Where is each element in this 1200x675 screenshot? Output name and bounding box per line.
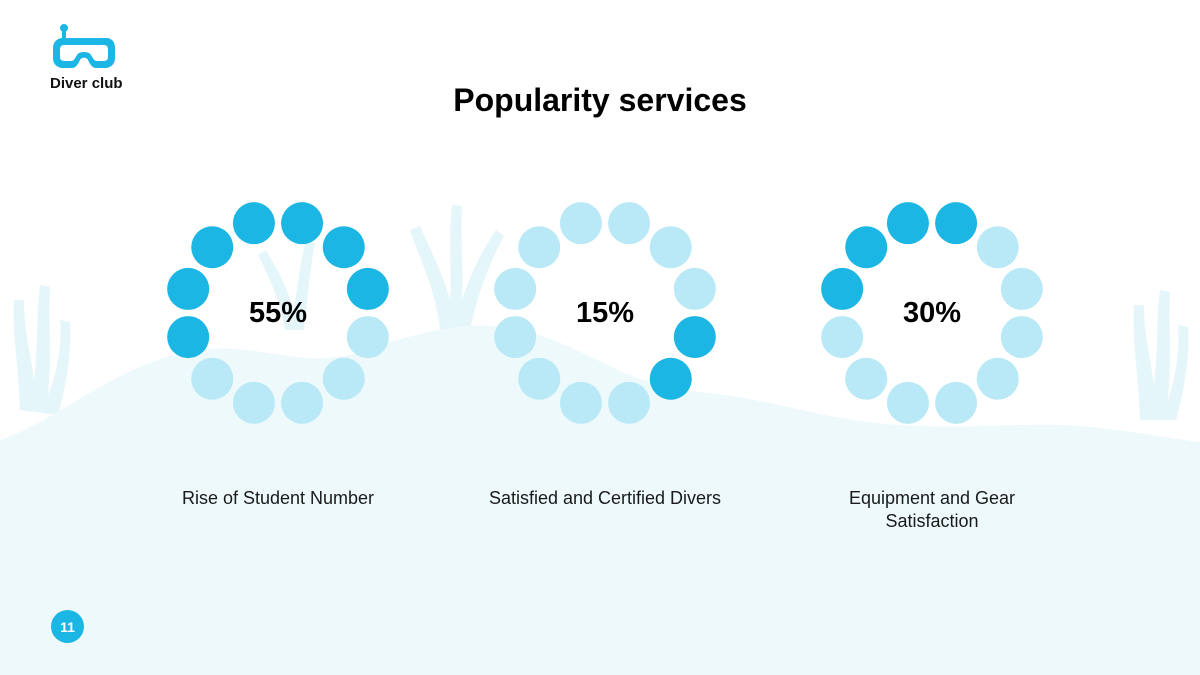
empty-dot: [673, 267, 716, 310]
empty-dot: [845, 357, 888, 400]
empty-dot: [886, 381, 929, 424]
filled-dot: [191, 226, 234, 269]
empty-dot: [232, 381, 275, 424]
empty-dot: [976, 226, 1019, 269]
filled-dot: [167, 267, 210, 310]
filled-dot: [821, 267, 864, 310]
filled-dot: [673, 316, 716, 359]
empty-dot: [649, 226, 692, 269]
caption-student-number: Rise of Student Number: [181, 488, 375, 508]
dot-ring-chart-student-number: 55%: [163, 198, 393, 428]
page-title: Popularity services: [453, 82, 747, 118]
brand-logo: Diver club: [44, 22, 136, 94]
filled-dot: [232, 202, 275, 245]
ring-value-label: 15%: [575, 296, 635, 329]
empty-dot: [608, 202, 651, 245]
filled-dot: [886, 202, 929, 245]
filled-dot: [845, 226, 888, 269]
ring-value-label: 55%: [248, 296, 308, 329]
brand-name: Diver club: [50, 75, 123, 92]
filled-dot: [935, 202, 978, 245]
caption-gear-satisfaction: Equipment and Gear Satisfaction: [848, 488, 1016, 531]
empty-dot: [976, 357, 1019, 400]
dot-ring-svg: [494, 202, 716, 424]
empty-dot: [346, 316, 389, 359]
dot-ring-chart-gear-satisfaction: 30%: [817, 198, 1047, 428]
empty-dot: [559, 381, 602, 424]
empty-dot: [608, 381, 651, 424]
page-number-badge: 11: [51, 610, 84, 643]
empty-dot: [1000, 316, 1043, 359]
empty-dot: [518, 357, 561, 400]
caption-certified-divers: Satisfied and Certified Divers: [488, 488, 722, 508]
empty-dot: [821, 316, 864, 359]
empty-dot: [1000, 267, 1043, 310]
dot-ring-svg: [821, 202, 1043, 424]
empty-dot: [935, 381, 978, 424]
dot-ring-svg: [167, 202, 389, 424]
filled-dot: [281, 202, 324, 245]
empty-dot: [494, 267, 537, 310]
filled-dot: [346, 267, 389, 310]
empty-dot: [191, 357, 234, 400]
dot-ring-chart-certified-divers: 15%: [490, 198, 720, 428]
filled-dot: [649, 357, 692, 400]
empty-dot: [281, 381, 324, 424]
empty-dot: [559, 202, 602, 245]
ring-value-label: 30%: [902, 296, 962, 329]
empty-dot: [322, 357, 365, 400]
empty-dot: [494, 316, 537, 359]
empty-dot: [518, 226, 561, 269]
filled-dot: [322, 226, 365, 269]
diving-mask-icon: [53, 24, 115, 68]
filled-dot: [167, 316, 210, 359]
